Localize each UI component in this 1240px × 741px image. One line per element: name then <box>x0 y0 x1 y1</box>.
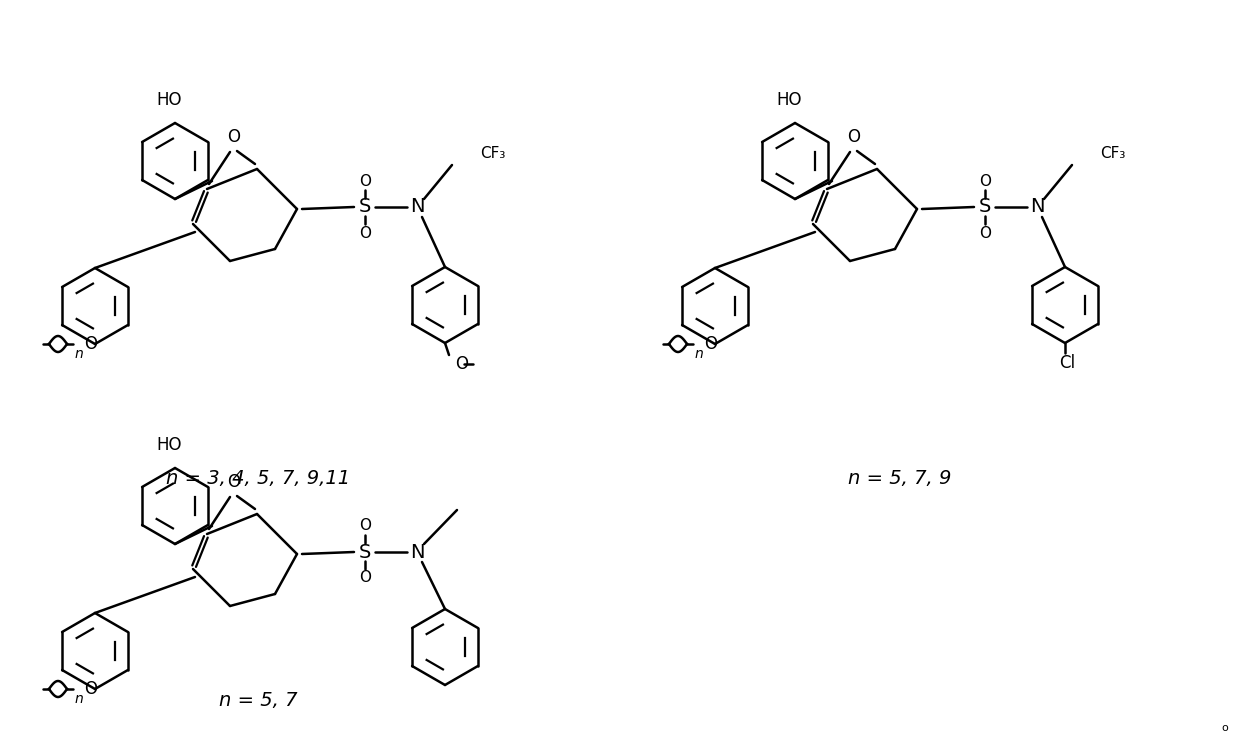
Text: O: O <box>84 335 98 353</box>
Text: O: O <box>360 173 371 188</box>
Text: HO: HO <box>156 91 182 109</box>
Text: O: O <box>980 173 991 188</box>
Text: S: S <box>978 198 991 216</box>
Text: CF₃: CF₃ <box>1100 145 1126 161</box>
Text: S: S <box>358 198 371 216</box>
Text: O: O <box>360 225 371 241</box>
Text: O: O <box>227 473 241 491</box>
Text: n = 3, 4, 5, 7, 9,11: n = 3, 4, 5, 7, 9,11 <box>166 468 350 488</box>
Text: N: N <box>409 542 424 562</box>
Text: HO: HO <box>776 91 802 109</box>
Text: HO: HO <box>156 436 182 454</box>
Text: O: O <box>227 128 241 146</box>
Text: O: O <box>360 571 371 585</box>
Text: O: O <box>360 519 371 534</box>
Text: n: n <box>74 692 83 706</box>
Text: N: N <box>1029 198 1044 216</box>
Text: n: n <box>74 347 83 361</box>
Text: N: N <box>409 198 424 216</box>
Text: n = 5, 7, 9: n = 5, 7, 9 <box>848 468 951 488</box>
Text: O: O <box>980 225 991 241</box>
Text: S: S <box>358 542 371 562</box>
Text: o: o <box>1221 723 1228 733</box>
Text: O: O <box>455 355 467 373</box>
Text: O: O <box>704 335 718 353</box>
Text: n = 5, 7: n = 5, 7 <box>218 691 298 711</box>
Text: O: O <box>847 128 861 146</box>
Text: CF₃: CF₃ <box>480 145 506 161</box>
Text: O: O <box>84 680 98 698</box>
Text: n: n <box>694 347 703 361</box>
Text: Cl: Cl <box>1059 354 1075 372</box>
